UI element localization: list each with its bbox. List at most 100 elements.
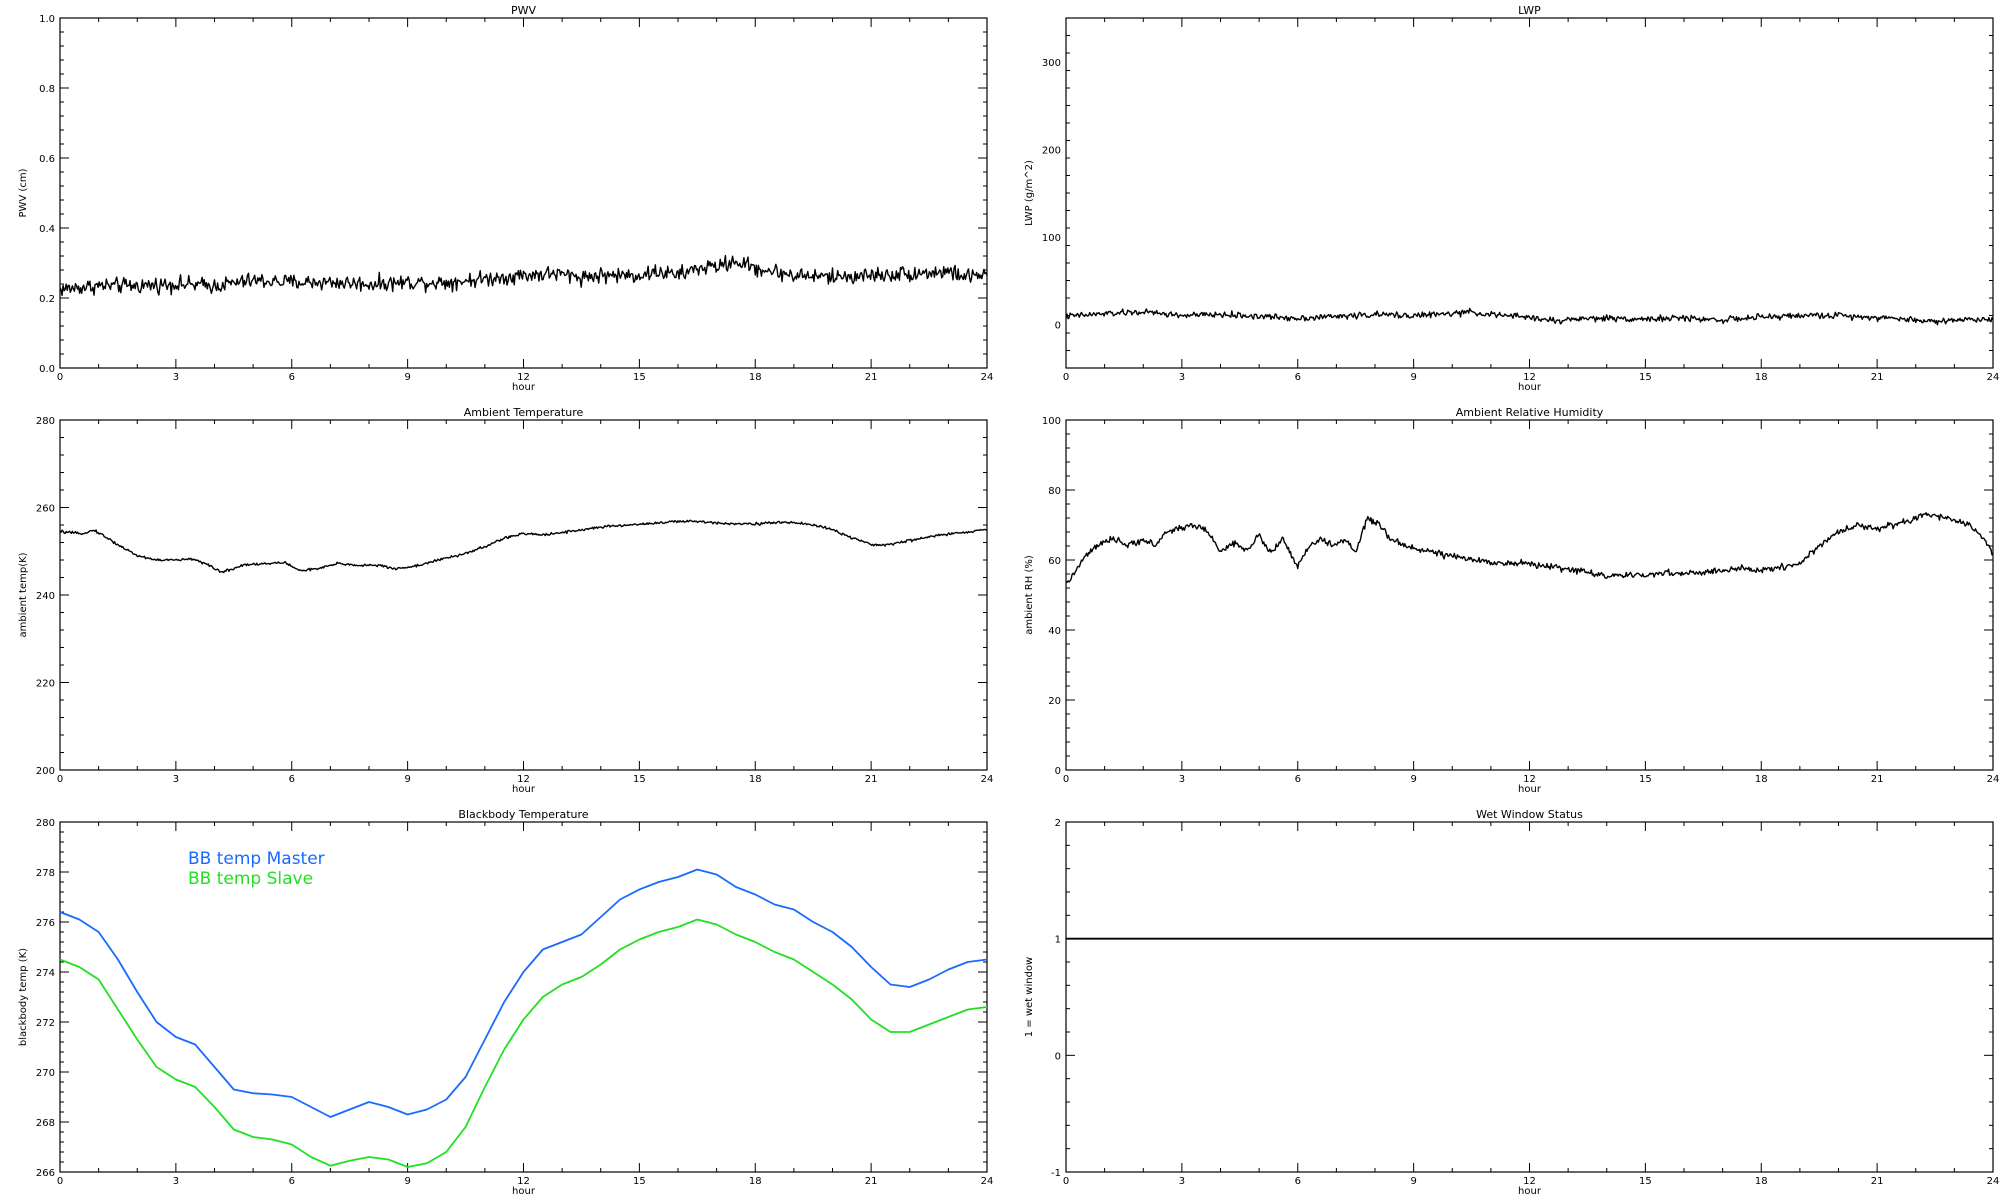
- x-tick-label: 15: [1639, 372, 1652, 383]
- x-tick-label: 21: [1871, 372, 1884, 383]
- x-tick-label: 15: [1639, 1176, 1652, 1187]
- y-tick-label: 0.0: [39, 364, 55, 375]
- series-line-1: [60, 918, 987, 1168]
- plot-frame: [59, 17, 988, 369]
- x-tick-label: 18: [749, 774, 762, 785]
- x-tick-label: 6: [1295, 1176, 1301, 1187]
- x-tick-label: 9: [404, 774, 410, 785]
- x-tick-label: 21: [1871, 774, 1884, 785]
- x-tick-label: 0: [57, 1176, 63, 1187]
- y-tick-label: 280: [36, 416, 55, 427]
- plot-frame: [59, 419, 988, 771]
- plot-ambient_rh: Ambient Relative Humidity 0 3 6 9 12 15 18 21 24 h…: [1024, 406, 1999, 795]
- x-axis-label: hour: [1518, 1186, 1542, 1197]
- x-tick-label: 3: [173, 372, 179, 383]
- x-tick-label: 0: [1063, 372, 1069, 383]
- chart-title: Ambient Relative Humidity: [1456, 406, 1604, 419]
- x-tick-label: 12: [1523, 774, 1536, 785]
- y-tick-label: 276: [36, 918, 55, 929]
- chart-title: Blackbody Temperature: [458, 808, 588, 821]
- x-tick-label: 12: [1523, 1176, 1536, 1187]
- x-tick-label: 3: [1179, 774, 1185, 785]
- y-tick-label: 200: [1042, 145, 1061, 156]
- x-tick-label: 6: [289, 372, 295, 383]
- x-tick-label: 6: [289, 774, 295, 785]
- y-axis-label: blackbody temp (K): [18, 948, 29, 1046]
- x-tick-label: 0: [57, 774, 63, 785]
- x-tick-label: 3: [173, 1176, 179, 1187]
- x-tick-label: 15: [633, 372, 646, 383]
- chart-title: Wet Window Status: [1476, 808, 1583, 821]
- series-line-0: [60, 868, 987, 1118]
- y-axis-label: ambient RH (%): [1024, 555, 1035, 635]
- y-tick-label: 270: [36, 1068, 55, 1079]
- y-tick-label: 100: [1042, 233, 1061, 244]
- plot-ambient_temperature: Ambient Temperature 0 3 6 9 12 15 18 21 24 hour 200…: [18, 406, 993, 795]
- x-axis-label: hour: [512, 382, 536, 393]
- chart-title: Ambient Temperature: [464, 406, 584, 419]
- x-axis-label: hour: [1518, 382, 1542, 393]
- x-tick-label: 9: [1410, 372, 1416, 383]
- x-tick-label: 12: [1523, 372, 1536, 383]
- x-axis-label: hour: [512, 1186, 536, 1197]
- y-tick-label: 20: [1048, 696, 1061, 707]
- x-tick-label: 6: [289, 1176, 295, 1187]
- x-tick-label: 18: [749, 1176, 762, 1187]
- y-tick-label: 100: [1042, 416, 1061, 427]
- series-line-0: [1066, 307, 1993, 326]
- y-tick-label: 220: [36, 679, 55, 690]
- x-tick-label: 21: [865, 372, 878, 383]
- x-tick-label: 9: [404, 372, 410, 383]
- x-tick-label: 21: [1871, 1176, 1884, 1187]
- y-tick-label: 0: [1055, 766, 1061, 777]
- x-tick-label: 9: [1410, 1176, 1416, 1187]
- y-tick-label: 278: [36, 868, 55, 879]
- x-axis-label: hour: [1518, 784, 1542, 795]
- series-line-0: [60, 254, 987, 297]
- chart-title: LWP: [1518, 4, 1541, 17]
- x-tick-label: 12: [517, 1176, 530, 1187]
- x-tick-label: 3: [1179, 1176, 1185, 1187]
- x-tick-label: 24: [1987, 372, 2000, 383]
- y-tick-label: -1: [1051, 1168, 1061, 1179]
- x-tick-label: 3: [1179, 372, 1185, 383]
- y-tick-label: 280: [36, 818, 55, 829]
- x-tick-label: 24: [1987, 774, 2000, 785]
- y-tick-label: 260: [36, 504, 55, 515]
- x-tick-label: 24: [981, 774, 994, 785]
- y-tick-label: 1: [1055, 935, 1061, 946]
- y-tick-label: 266: [36, 1168, 55, 1179]
- y-tick-label: 40: [1048, 626, 1061, 637]
- x-axis-label: hour: [512, 784, 536, 795]
- y-tick-label: 0.4: [39, 224, 55, 235]
- plot-frame: [1065, 821, 1994, 1173]
- x-tick-label: 0: [1063, 1176, 1069, 1187]
- legend-entry: BB temp Master: [188, 849, 325, 869]
- x-tick-label: 6: [1295, 774, 1301, 785]
- x-tick-label: 9: [404, 1176, 410, 1187]
- y-tick-label: 240: [36, 591, 55, 602]
- plot-blackbody_temperature: Blackbody Temperature 0 3 6 9 12 15 18 21 24 hour 2…: [18, 808, 993, 1197]
- x-tick-label: 15: [633, 1176, 646, 1187]
- x-tick-label: 15: [633, 774, 646, 785]
- series-line-0: [60, 519, 987, 574]
- y-tick-label: 80: [1048, 486, 1061, 497]
- y-axis-label: LWP (g/m^2): [1024, 160, 1035, 226]
- series-line-0: [1066, 512, 1993, 584]
- y-axis-label: PWV (cm): [18, 168, 29, 217]
- y-tick-label: 60: [1048, 556, 1061, 567]
- x-tick-label: 3: [173, 774, 179, 785]
- y-tick-label: 1.0: [39, 14, 55, 25]
- y-tick-label: 268: [36, 1118, 55, 1129]
- x-tick-label: 21: [865, 1176, 878, 1187]
- y-tick-label: 0.2: [39, 294, 55, 305]
- x-tick-label: 15: [1639, 774, 1652, 785]
- y-tick-label: 272: [36, 1018, 55, 1029]
- plot-frame: [1065, 419, 1994, 771]
- y-axis-label: ambient temp(K): [18, 552, 29, 637]
- y-tick-label: 300: [1042, 58, 1061, 69]
- y-tick-label: 200: [36, 766, 55, 777]
- y-tick-label: 0.8: [39, 84, 55, 95]
- x-tick-label: 18: [749, 372, 762, 383]
